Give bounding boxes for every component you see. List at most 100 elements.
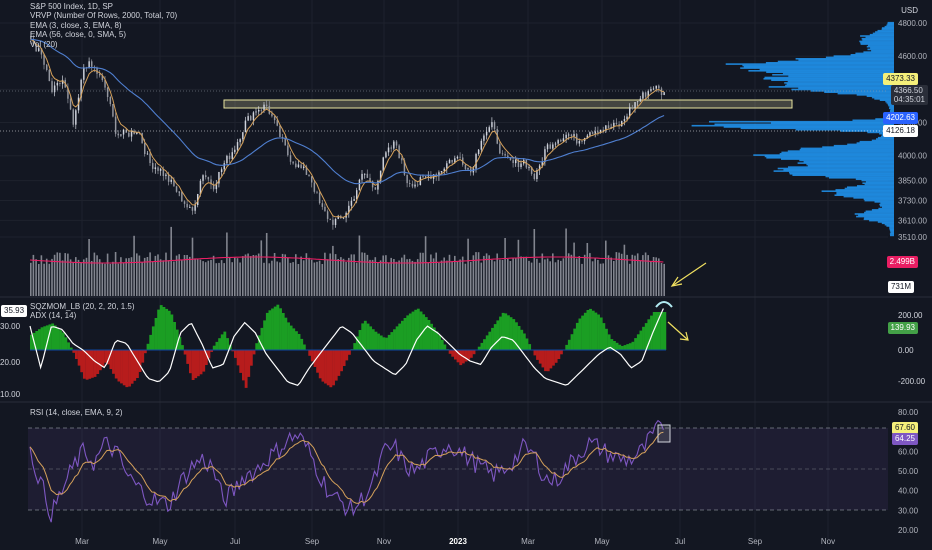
- candle-body: [289, 155, 292, 162]
- candle-body: [350, 200, 353, 206]
- profile-bar: [854, 213, 894, 215]
- profile-bar: [771, 122, 894, 124]
- momentum-bar: [75, 350, 78, 359]
- momentum-bar: [451, 350, 455, 357]
- momentum-bar: [313, 350, 317, 367]
- profile-bar: [782, 72, 894, 75]
- volume-bar: [173, 261, 175, 296]
- volume-bar: [138, 255, 141, 296]
- legend-ema-56[interactable]: EMA (56, close, 0, SMA, 5): [30, 30, 127, 40]
- candle-body: [194, 204, 196, 211]
- volume-bar: [234, 257, 236, 296]
- volume-bar: [501, 260, 504, 296]
- volume-bar: [252, 255, 255, 296]
- volume-bar: [202, 261, 204, 296]
- profile-bar: [829, 177, 894, 179]
- profile-bar: [759, 68, 894, 71]
- y-tick-label: 4000.00: [898, 152, 927, 161]
- candle-body: [88, 61, 90, 68]
- momentum-bar: [395, 326, 399, 350]
- rsi-ema-tag: 67.60: [891, 422, 918, 434]
- level-tag-4126: 4126.18: [883, 125, 918, 137]
- profile-bar: [880, 205, 894, 207]
- candle-body: [379, 170, 382, 181]
- volume-bar: [218, 262, 220, 296]
- rsi-highlight-box: [657, 424, 671, 443]
- volume-bar: [496, 253, 498, 296]
- momentum-bar: [660, 312, 664, 350]
- volume-bar: [297, 264, 300, 296]
- legend-ema-3[interactable]: EMA (3, close, 3, EMA, 8): [30, 20, 122, 30]
- momentum-bar: [202, 350, 206, 372]
- momentum-bar: [295, 331, 298, 350]
- legend-vrvp[interactable]: VRVP (Number Of Rows, 2000, Total, 70): [30, 11, 178, 21]
- candle-body: [189, 207, 191, 208]
- momentum-bar: [125, 350, 129, 388]
- volume-bar: [549, 261, 551, 296]
- volume-bar: [591, 261, 594, 296]
- momentum-bar: [371, 329, 375, 350]
- volume-bar: [228, 258, 231, 296]
- volume-bar: [650, 261, 652, 296]
- momentum-bar: [255, 343, 259, 350]
- profile-bar: [855, 52, 894, 55]
- rsi-tick-label: 80.00: [898, 408, 919, 417]
- momentum-bar: [541, 350, 545, 368]
- profile-bar: [868, 44, 894, 47]
- candle-body: [652, 88, 655, 90]
- volume-bar: [382, 255, 384, 296]
- volume-bar: [260, 240, 263, 296]
- x-tick-label: Mar: [521, 537, 535, 546]
- volume-bar: [448, 254, 451, 296]
- candle-body: [454, 158, 456, 163]
- profile-bar: [869, 219, 894, 222]
- adx-title[interactable]: ADX (14, 14): [30, 311, 77, 321]
- volume-bar: [51, 258, 53, 296]
- sqz-title[interactable]: SQZMOM_LB (20, 2, 20, 1.5): [30, 302, 135, 311]
- candle-body: [406, 174, 408, 184]
- profile-bar: [789, 173, 894, 175]
- profile-bar: [890, 230, 894, 233]
- momentum-bar: [435, 331, 439, 350]
- volume-bar: [374, 257, 377, 296]
- momentum-bar: [231, 350, 235, 352]
- momentum-bar: [146, 343, 150, 350]
- profile-bar: [864, 211, 894, 214]
- momentum-bar: [249, 350, 253, 366]
- adx-axis-30: 30.00: [0, 322, 21, 331]
- x-tick-label: May: [152, 537, 167, 546]
- volume-bar: [634, 255, 636, 296]
- profile-bar: [886, 225, 894, 227]
- momentum-bar: [560, 350, 563, 355]
- volume-bar: [223, 263, 225, 296]
- volume-bar: [244, 254, 247, 296]
- profile-bar: [825, 56, 894, 59]
- volume-bar: [416, 259, 419, 296]
- annotation-arrow-2: [667, 321, 689, 341]
- volume-bar: [647, 255, 649, 296]
- candle-body: [480, 140, 483, 150]
- momentum-bar: [438, 335, 441, 350]
- momentum-bar: [151, 326, 155, 350]
- y-tick-label: 4600.00: [898, 52, 927, 61]
- legend-vol[interactable]: Vol (20): [30, 39, 58, 49]
- volume-bar: [316, 261, 318, 296]
- candle-body: [364, 173, 366, 175]
- candle-body: [80, 79, 82, 98]
- volume-bar: [321, 264, 324, 296]
- candle-body: [546, 144, 549, 150]
- volume-bar: [379, 260, 382, 296]
- momentum-bar: [340, 350, 343, 372]
- candle-body: [152, 162, 154, 169]
- rsi-title[interactable]: RSI (14, close, EMA, 9, 2): [30, 408, 123, 417]
- momentum-bar: [586, 310, 590, 350]
- candle-body: [658, 85, 660, 89]
- momentum-bar: [517, 326, 521, 350]
- volume-bar: [456, 261, 459, 296]
- candle-body: [167, 174, 170, 182]
- volume-bar: [289, 262, 292, 296]
- candle-body: [295, 163, 297, 168]
- candle-body: [53, 85, 56, 93]
- candle-body: [636, 101, 639, 103]
- momentum-bar: [223, 331, 227, 350]
